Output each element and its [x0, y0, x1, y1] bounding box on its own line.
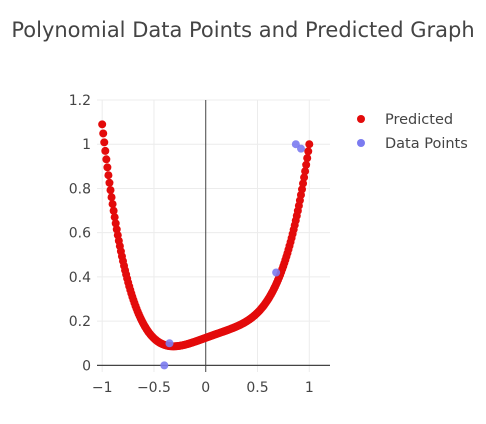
predicted-point [301, 167, 310, 176]
legend-marker-data-points [357, 139, 365, 147]
y-tick-label: 1.2 [69, 93, 91, 109]
predicted-point [104, 171, 113, 180]
legend-marker-predicted [357, 115, 365, 123]
y-tick-label: 0.4 [69, 270, 91, 286]
legend-item-data-points[interactable]: Data Points [357, 136, 468, 152]
y-tick-label: 0 [82, 358, 91, 374]
data-point [165, 339, 174, 348]
predicted-point [103, 163, 112, 172]
predicted-point [300, 173, 309, 182]
tick-labels: 0 0.2 0.4 0.6 0.8 1 1.2 −1 −0.5 0 0.5 1 [69, 93, 314, 396]
legend: Predicted Data Points [357, 112, 468, 152]
predicted-point [108, 200, 117, 209]
x-tick-label: 0.5 [246, 380, 268, 396]
x-tick-label: 1 [305, 380, 314, 396]
y-tick-label: 1 [82, 137, 91, 153]
y-tick-label: 0.6 [69, 226, 91, 242]
axis-layer [97, 100, 330, 372]
legend-label-predicted: Predicted [385, 112, 453, 128]
y-tick-label: 0.8 [69, 181, 91, 197]
data-point [272, 268, 281, 277]
y-tick-label: 0.2 [69, 314, 91, 330]
x-tick-label: −1 [92, 380, 113, 396]
predicted-point [107, 193, 116, 202]
chart-title: Polynomial Data Points and Predicted Gra… [11, 18, 475, 42]
data-point [160, 361, 169, 370]
predicted-point [304, 147, 313, 156]
predicted-point [100, 138, 109, 147]
legend-label-data-points: Data Points [385, 136, 468, 152]
predicted-point [305, 140, 314, 149]
predicted-point [101, 146, 110, 155]
predicted-point [105, 178, 114, 187]
data-point [297, 144, 306, 153]
x-tick-label: −0.5 [137, 380, 171, 396]
predicted-point [110, 213, 119, 222]
predicted-point [102, 155, 111, 164]
predicted-point [111, 219, 120, 228]
series-layer [98, 120, 314, 370]
predicted-point [302, 160, 311, 169]
grid-layer [97, 99, 330, 372]
predicted-point [106, 186, 115, 195]
legend-item-predicted[interactable]: Predicted [357, 112, 453, 128]
predicted-point [98, 120, 107, 129]
x-tick-label: 0 [201, 380, 210, 396]
predicted-point [99, 129, 108, 138]
predicted-point [299, 179, 308, 188]
predicted-point [303, 154, 312, 163]
predicted-point [109, 206, 118, 215]
